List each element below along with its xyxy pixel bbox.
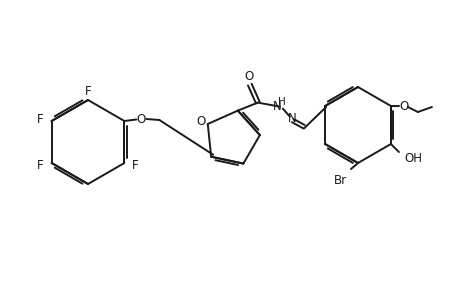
Text: F: F [37, 158, 44, 172]
Text: O: O [196, 115, 205, 128]
Text: F: F [132, 158, 138, 172]
Text: N: N [287, 112, 296, 125]
Text: F: F [37, 112, 44, 125]
Text: Br: Br [333, 173, 346, 187]
Text: O: O [244, 70, 253, 83]
Text: O: O [136, 112, 146, 125]
Text: OH: OH [403, 152, 421, 164]
Text: H: H [277, 97, 285, 106]
Text: F: F [84, 85, 91, 98]
Text: N: N [272, 100, 280, 113]
Text: O: O [398, 100, 408, 112]
